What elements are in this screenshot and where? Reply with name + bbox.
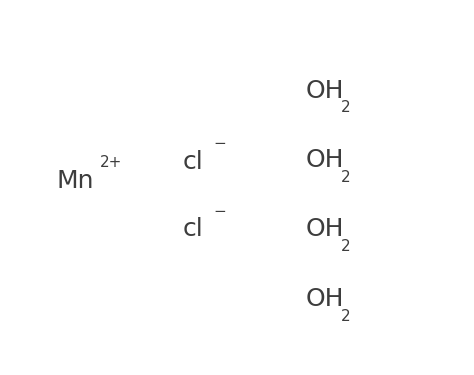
Text: Mn: Mn xyxy=(57,168,94,192)
Text: −: − xyxy=(213,204,226,219)
Text: 2: 2 xyxy=(341,239,351,254)
Text: cl: cl xyxy=(182,150,203,174)
Text: 2: 2 xyxy=(341,170,351,185)
Text: OH: OH xyxy=(306,217,344,241)
Text: OH: OH xyxy=(306,78,344,102)
Text: cl: cl xyxy=(182,217,203,241)
Text: OH: OH xyxy=(306,148,344,172)
Text: 2: 2 xyxy=(341,309,351,324)
Text: OH: OH xyxy=(306,286,344,310)
Text: 2: 2 xyxy=(341,100,351,116)
Text: 2+: 2+ xyxy=(100,155,122,170)
Text: −: − xyxy=(213,136,226,151)
